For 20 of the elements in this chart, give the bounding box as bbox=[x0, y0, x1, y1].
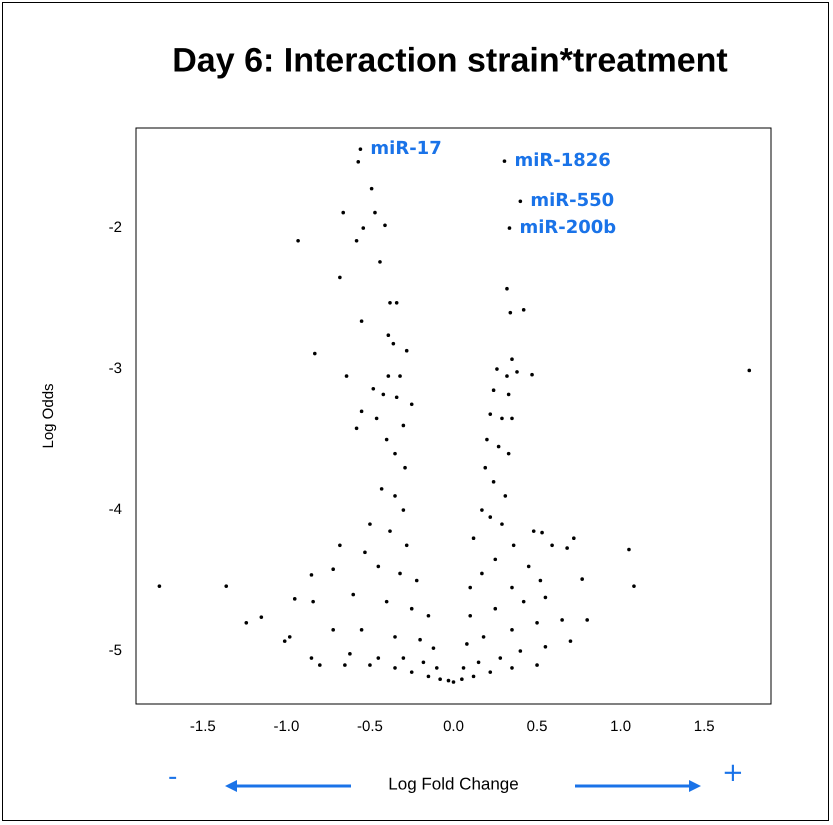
annotation: miR-1826 bbox=[514, 150, 611, 171]
x-tick-label: -0.5 bbox=[357, 718, 383, 736]
annotation: miR-17 bbox=[370, 138, 442, 159]
x-tick-label: 1.5 bbox=[694, 718, 715, 736]
x-axis-title: Log Fold Change bbox=[388, 774, 519, 794]
y-axis-title: Log Odds bbox=[40, 383, 58, 449]
x-tick-label: 0.5 bbox=[526, 718, 548, 736]
x-tick-label: 1.0 bbox=[610, 718, 632, 736]
y-tick-label: -3 bbox=[108, 360, 122, 378]
chart-title: Day 6: Interaction strain*treatment bbox=[172, 41, 728, 80]
text: + bbox=[722, 758, 744, 788]
y-tick-label: -2 bbox=[108, 219, 122, 236]
x-tick-label: -1.5 bbox=[190, 718, 216, 736]
text: - bbox=[168, 762, 178, 792]
x-tick-label: -1.0 bbox=[273, 718, 300, 736]
x-tick-label: 0.0 bbox=[443, 718, 464, 736]
annotation: miR-200b bbox=[519, 216, 616, 238]
annotation: miR-550 bbox=[530, 190, 614, 211]
y-tick-label: -5 bbox=[108, 642, 122, 660]
y-tick-label: -4 bbox=[108, 501, 122, 518]
